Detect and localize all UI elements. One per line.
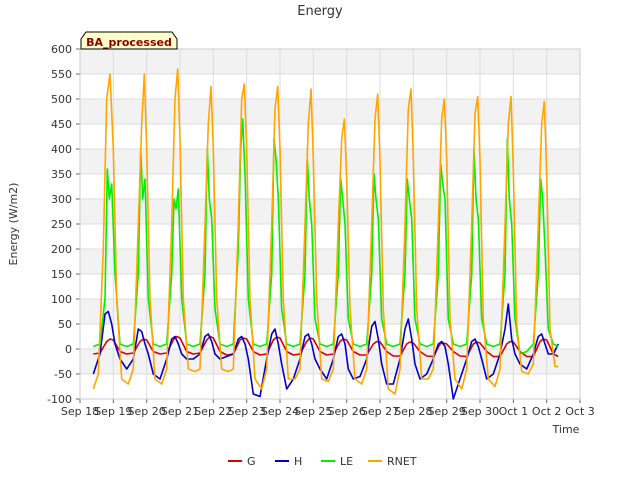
x-tick-label: Sep 28	[394, 405, 432, 418]
y-tick-label: -50	[54, 368, 72, 381]
x-tick-label: Sep 26	[328, 405, 366, 418]
y-tick-label: 500	[51, 93, 72, 106]
legend-label-g: G	[247, 455, 256, 468]
x-tick-label: Sep 20	[128, 405, 166, 418]
x-tick-label: Sep 29	[428, 405, 466, 418]
y-axis-label: Energy (W/m2)	[7, 183, 20, 266]
y-tick-label: 550	[51, 68, 72, 81]
x-tick-label: Sep 30	[461, 405, 499, 418]
x-tick-label: Oct 3	[565, 405, 595, 418]
grid-band	[80, 249, 580, 274]
x-tick-label: Sep 25	[294, 405, 332, 418]
y-tick-label: -100	[47, 393, 72, 406]
annotation-box: BA_processed	[80, 31, 178, 50]
grid-band	[80, 149, 580, 174]
y-tick-label: 400	[51, 143, 72, 156]
y-tick-label: 150	[51, 268, 72, 281]
series-line-le	[93, 118, 559, 355]
series-line-h	[92, 303, 560, 400]
y-tick-label: 350	[51, 168, 72, 181]
annotation-label: BA_processed	[86, 36, 172, 49]
y-tick-label: 200	[51, 243, 72, 256]
grid-band	[80, 49, 580, 74]
x-tick-label: Sep 24	[261, 405, 299, 418]
x-tick-label: Sep 18	[61, 405, 99, 418]
x-tick-label: Oct 1	[499, 405, 529, 418]
grid-band	[80, 299, 580, 324]
x-tick-label: Sep 22	[194, 405, 232, 418]
plot-frame	[79, 48, 581, 400]
plot-area: -100 -50 0 50 100 150 200 250 300 350 400 450 500 550…	[47, 43, 595, 418]
y-tick-label: 0	[65, 343, 72, 356]
legend: G H LE RNET	[228, 455, 417, 468]
legend-label-rnet: RNET	[387, 455, 417, 468]
legend-label-le: LE	[340, 455, 353, 468]
grid-band	[80, 199, 580, 224]
y-tick-label: 250	[51, 218, 72, 231]
x-tick-label: Sep 19	[94, 405, 132, 418]
series-line-rnet	[92, 68, 559, 395]
x-tick-label: Sep 21	[161, 405, 199, 418]
chart-title: Energy	[297, 4, 343, 19]
y-tick-label: 450	[51, 118, 72, 131]
grid-band	[80, 99, 580, 124]
x-tick-label: Sep 23	[228, 405, 266, 418]
x-axis-label: Time	[552, 423, 580, 436]
legend-label-h: H	[294, 455, 302, 468]
y-tick-label: 600	[51, 43, 72, 56]
x-tick-label: Sep 27	[361, 405, 399, 418]
y-tick-label: 50	[58, 318, 72, 331]
series-line-g	[93, 335, 559, 358]
x-tick-label: Oct 2	[532, 405, 562, 418]
y-tick-label: 100	[51, 293, 72, 306]
y-tick-label: 300	[51, 193, 72, 206]
